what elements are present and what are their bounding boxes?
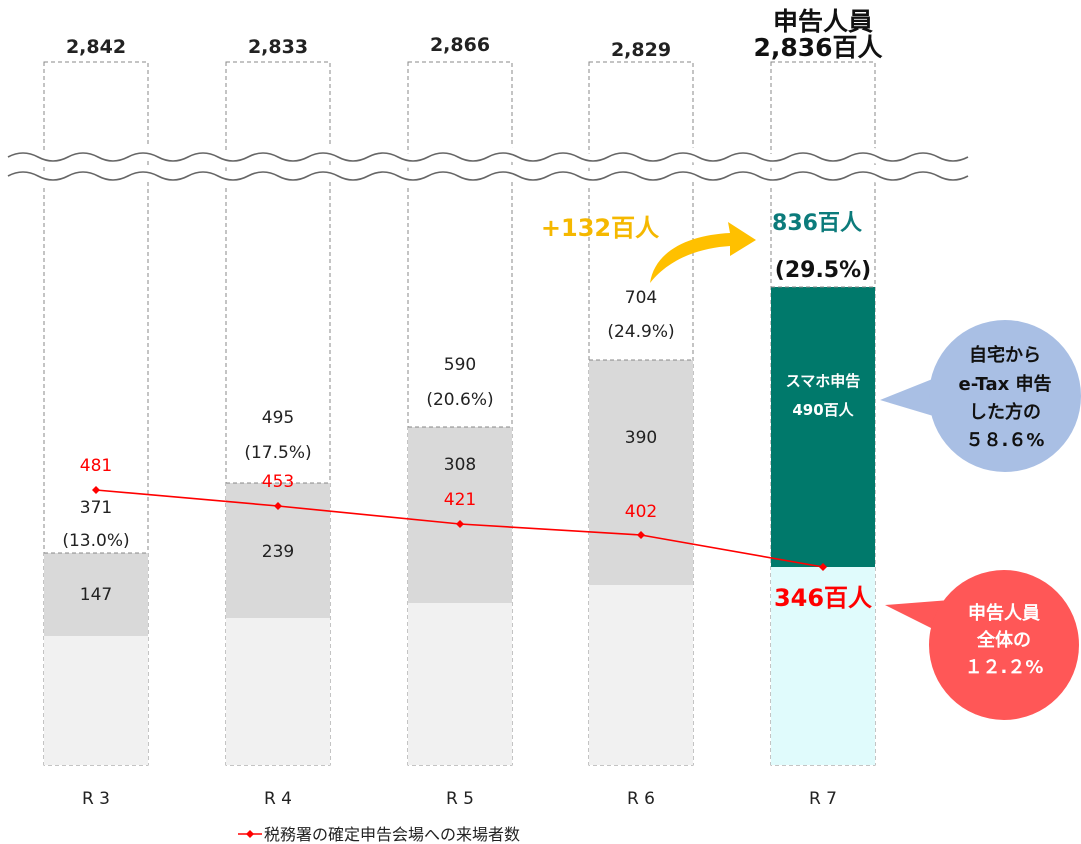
callout-blue-text: ５８.６% [966,430,1045,451]
total-label-r7-value: 2,836百人 [753,33,882,62]
axis-break-line [7,171,969,181]
total-label: 2,842 [66,36,126,58]
etax-value-label: 371 [80,498,112,518]
legend-marker [246,830,254,838]
visitor-value-label: 346百人 [774,584,872,612]
visitor-value-label: 481 [80,456,112,476]
total-bar-outline [43,61,149,766]
smartphone-value-label: 308 [444,455,476,475]
r7-bar-value: 490百人 [792,401,854,419]
callout-blue-tail [880,378,940,418]
callout-blue-text: した方の [969,401,1041,423]
total-bar-outline [225,61,331,766]
callout-blue-text: e-Tax 申告 [958,373,1051,395]
bar-smartphone-segment [771,287,875,567]
etax-value-label: 704 [625,288,657,308]
axis-break-line [7,152,969,162]
bar-smartphone-segment [589,360,693,585]
callout-blue-text: 自宅から [969,344,1041,366]
r7-bar-label: スマホ申告 [786,372,861,390]
visitor-point [92,486,100,494]
smartphone-value-label: 147 [80,585,112,605]
etax-value-label: 590 [444,355,476,375]
visitor-point [637,531,645,539]
visitor-point [819,563,827,571]
callout-blue-bubble [929,320,1081,472]
etax-percent-label: (13.0%) [62,531,129,551]
etax-percent-label: (29.5%) [775,258,871,283]
visitor-value-label: 402 [625,502,657,522]
total-bar-outline [407,61,513,766]
visitor-point [274,502,282,510]
bar-smartphone-segment [408,427,512,603]
smartphone-value-label: 390 [625,428,657,448]
bar-smartphone-segment [44,553,148,636]
callout-red-text: 申告人員 [968,602,1040,624]
category-label: R 3 [82,789,110,809]
bar-base-segment [226,618,330,765]
bar-base-segment [589,585,693,765]
category-label: R 6 [627,789,655,809]
total-label: 2,829 [611,39,671,61]
etax-percent-label: (24.9%) [607,322,674,342]
visitor-value-label: 421 [444,490,476,510]
callout-red-text: 全体の [976,629,1031,651]
visitor-point [456,520,464,528]
legend-label: 税務署の確定申告会場への来場者数 [264,825,520,844]
bar-base-segment [408,603,512,765]
bar-base-segment [771,567,875,765]
etax-value-label: 495 [262,408,294,428]
category-label: R 5 [446,789,474,809]
callout-red-text: １２.２% [965,657,1044,678]
bar-base-segment [44,636,148,765]
increase-arrow [650,222,756,283]
etax-value-label: 836百人 [772,211,862,236]
increase-label: +132百人 [541,214,659,242]
total-label: 2,833 [248,36,308,58]
visitor-value-label: 453 [262,472,294,492]
category-label: R 4 [264,789,292,809]
total-label-r7-title: 申告人員 [773,7,873,36]
category-label: R 7 [809,789,837,809]
etax-percent-label: (20.6%) [426,390,493,410]
callout-red-bubble [929,570,1079,720]
total-label: 2,866 [430,34,490,56]
smartphone-value-label: 239 [262,542,294,562]
etax-percent-label: (17.5%) [244,443,311,463]
